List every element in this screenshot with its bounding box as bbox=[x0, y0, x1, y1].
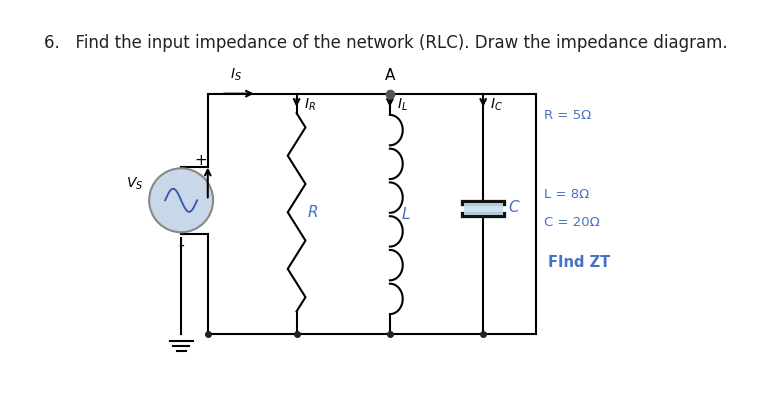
Text: R: R bbox=[308, 205, 318, 220]
Text: C: C bbox=[508, 200, 519, 215]
Ellipse shape bbox=[149, 168, 213, 232]
Text: $I_C$: $I_C$ bbox=[490, 96, 503, 113]
Text: $I_S$: $I_S$ bbox=[231, 66, 242, 83]
Text: +: + bbox=[194, 153, 207, 168]
Text: $I_L$: $I_L$ bbox=[397, 96, 408, 113]
Text: A: A bbox=[385, 68, 395, 83]
Text: L = 8Ω: L = 8Ω bbox=[544, 188, 589, 200]
Text: $V_S$: $V_S$ bbox=[126, 176, 143, 192]
Text: $I_R$: $I_R$ bbox=[304, 96, 315, 113]
Text: R = 5Ω: R = 5Ω bbox=[544, 109, 591, 122]
Text: L: L bbox=[402, 207, 410, 222]
Text: C = 20Ω: C = 20Ω bbox=[544, 216, 599, 229]
Text: 6.   Find the input impedance of the network (RLC). Draw the impedance diagram.: 6. Find the input impedance of the netwo… bbox=[44, 34, 727, 52]
Bar bbox=[463, 203, 503, 215]
Text: FInd ZT: FInd ZT bbox=[548, 255, 611, 270]
Text: -: - bbox=[178, 236, 184, 254]
